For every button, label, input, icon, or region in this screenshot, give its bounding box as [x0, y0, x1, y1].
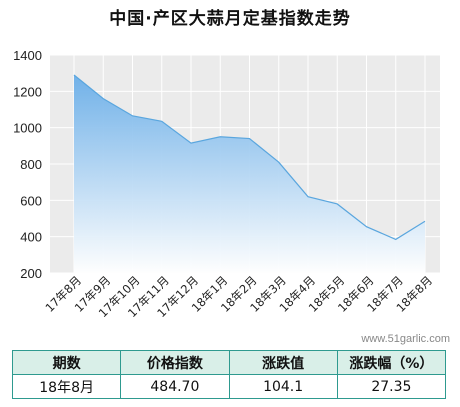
- watermark: www.51garlic.com: [361, 333, 450, 345]
- y-tick-label: 1200: [13, 84, 42, 99]
- header-period: 期数: [11, 350, 122, 375]
- cell-change-value: 104.1: [228, 374, 338, 399]
- y-tick-label: 800: [20, 157, 42, 172]
- y-tick-label: 400: [20, 230, 42, 245]
- series-line: [73, 74, 426, 241]
- cell-period: 18年8月: [11, 374, 122, 399]
- summary-data-row: 18年8月 484.70 104.1 27.35: [11, 374, 447, 399]
- y-tick-label: 200: [20, 266, 42, 281]
- header-price-index: 价格指数: [120, 350, 230, 375]
- cell-price-index: 484.70: [120, 374, 230, 399]
- chart-area: 20040060080010001200140017年8月17年9月17年10月…: [13, 48, 440, 320]
- y-tick-label: 1000: [13, 121, 42, 136]
- header-change-percent: 涨跌幅（%）: [336, 350, 447, 375]
- y-tick-label: 600: [20, 193, 42, 208]
- series-area: [74, 74, 425, 273]
- cell-change-percent: 27.35: [336, 374, 447, 399]
- summary-header-row: 期数 价格指数 涨跌值 涨跌幅（%）: [11, 350, 447, 375]
- chart-title: 中国·产区大蒜月定基指数走势: [109, 9, 351, 29]
- summary-table: 期数 价格指数 涨跌值 涨跌幅（%） 18年8月 484.70 104.1 27…: [11, 350, 447, 399]
- y-tick-label: 1400: [13, 48, 42, 63]
- header-change-value: 涨跌值: [228, 350, 338, 375]
